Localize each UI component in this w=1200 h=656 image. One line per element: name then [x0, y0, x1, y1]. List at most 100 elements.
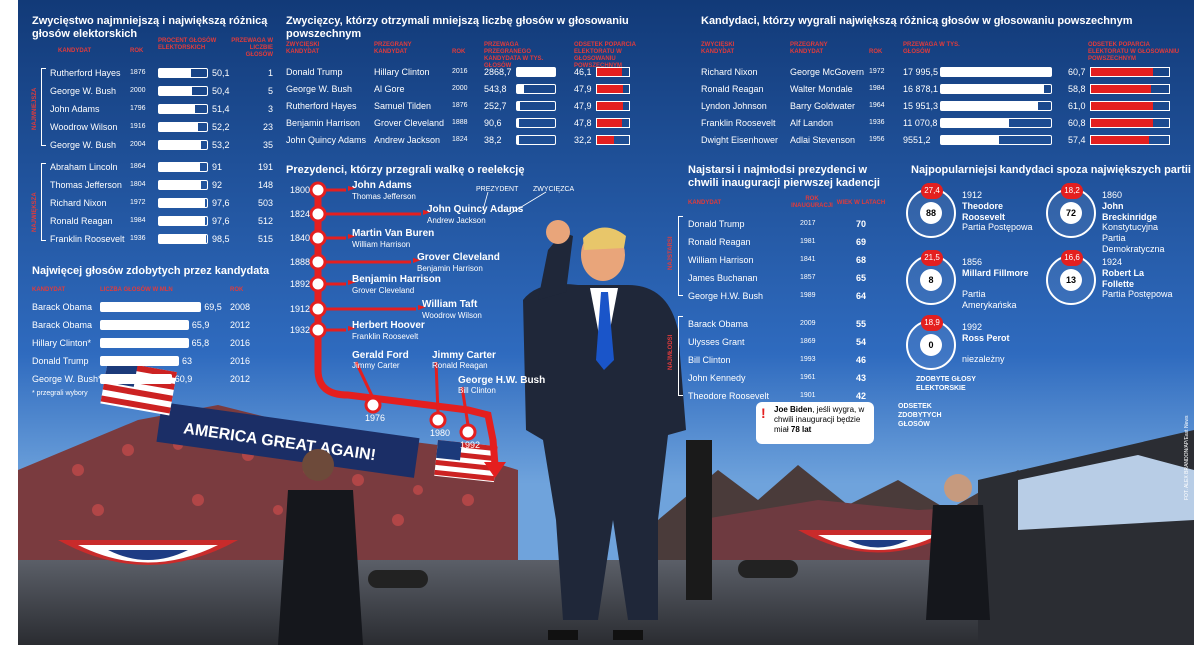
panel2-votes-bar-fill: [517, 85, 525, 93]
panel3-pct-bar-fill: [1091, 119, 1153, 127]
panel4-candidate: Donald Trump: [32, 356, 89, 366]
panel5-oldest-label: NAJSTARSI: [668, 236, 674, 270]
panel2-winner: John Quincy Adams: [286, 135, 367, 145]
panel5-youngest-bracket: [678, 316, 683, 396]
panel4-footnote: * przegrali wybory: [32, 390, 88, 397]
timeline-branch: [434, 361, 440, 414]
timeline-legend-line-1: [482, 191, 489, 211]
panel5-age: 68: [855, 255, 866, 265]
panel1-candidate: Woodrow Wilson: [50, 122, 118, 132]
panel2-votes-bar: [516, 67, 556, 77]
panel2-votes: 252,7: [484, 101, 507, 111]
panel6-ev: 72: [1060, 202, 1082, 224]
panel5-oldest-bracket: [678, 216, 683, 296]
panel5-age: 54: [855, 337, 866, 347]
timeline-legend-president: PREZYDENT: [476, 186, 519, 193]
timeline-node: [309, 300, 327, 318]
timeline-flag: [348, 186, 356, 191]
infographic-canvas: AMERICA GREAT AGAIN!: [18, 0, 1194, 645]
panel6-party: Partia Amerykańska: [962, 289, 1017, 310]
panel3-col-votes: PRZEWAGA W TYS. GŁOSÓW: [903, 42, 960, 55]
panel1-candidate: Thomas Jefferson: [50, 180, 122, 190]
panel3-votes-bar-fill: [941, 119, 1009, 127]
panel3-year: 1964: [869, 102, 885, 109]
panel3-votes-bar-fill: [941, 102, 1039, 110]
timeline-branch: [354, 361, 375, 399]
panel6-party: Partia Postępowa: [1102, 289, 1173, 299]
panel2-pct-bar: [596, 118, 630, 128]
panel3-pct-bar: [1090, 101, 1170, 111]
panel2-year: 1824: [452, 136, 468, 143]
panel1-pct-bar-fill: [159, 87, 193, 95]
panel1-margin: 1: [267, 68, 273, 78]
panel5-age: 70: [855, 219, 866, 229]
panel1-year: 1972: [130, 199, 146, 206]
panel1-margin: 512: [257, 216, 273, 226]
panel6-pct: 21,5: [921, 250, 943, 266]
panel1-margin: 3: [267, 104, 273, 114]
panel3-votes: 11 070,8: [903, 118, 938, 128]
timeline-year: 1800: [290, 185, 311, 195]
panel6-pct: 18,9: [921, 315, 943, 331]
panel2-votes: 543,8: [484, 84, 507, 94]
timeline-year: 1976: [365, 413, 386, 423]
panel5-age: 65: [855, 273, 866, 283]
panel3-votes-bar-fill: [941, 85, 1045, 93]
panel1-pct: 50,4: [212, 86, 230, 96]
panel6-year: 1924: [1102, 257, 1123, 267]
panel1-pct-bar-fill: [159, 217, 206, 225]
panel6-name: Ross Perot: [962, 333, 1010, 343]
biden-note-name: Joe Biden: [774, 405, 813, 414]
panel5-age: 69: [855, 237, 866, 247]
panel1-title: Zwycięstwo najmniejszą i największą różn…: [32, 15, 268, 40]
panel1-candidate: John Adams: [50, 104, 100, 114]
panel5-candidate: Ulysses Grant: [688, 337, 745, 347]
panel4-candidate: Barack Obama: [32, 302, 93, 312]
panel6-ev: 88: [920, 202, 942, 224]
panel1-pct-bar: [158, 122, 208, 132]
panel5-candidate: Bill Clinton: [688, 355, 731, 365]
panel3-pct-bar: [1090, 67, 1170, 77]
timeline-winner: Thomas Jefferson: [352, 192, 416, 201]
panel1-year: 1936: [130, 235, 146, 242]
panel2-col-year: ROK: [452, 49, 466, 55]
panel3-votes-bar: [940, 118, 1052, 128]
timeline-year: 1932: [290, 325, 311, 335]
panel6-name: Millard Fillmore: [962, 268, 1029, 278]
panel5-year: 1901: [800, 392, 816, 399]
panel1-pct-bar: [158, 198, 208, 208]
panel6-legend-ev: ZDOBYTE GŁOSY ELEKTORSKIE: [916, 376, 976, 392]
timeline-winner: William Harrison: [352, 240, 411, 249]
panel3-winner: Ronald Reagan: [701, 84, 764, 94]
panel1-pct: 50,1: [212, 68, 230, 78]
panel3-title: Kandydaci, którzy wygrali największą róż…: [701, 15, 1133, 27]
panel1-pct: 52,2: [212, 122, 230, 132]
panel2-votes: 90,6: [484, 118, 502, 128]
panel2-votes-bar: [516, 84, 556, 94]
timeline-year: 1912: [290, 304, 311, 314]
panel2-pct: 47,9: [574, 84, 592, 94]
timeline-path: [314, 185, 499, 466]
biden-note-age: 78 lat: [790, 425, 812, 434]
panel1-pct: 92: [212, 180, 223, 190]
timeline-president: John Adams: [352, 180, 412, 191]
panel4-votes: 65,8: [191, 338, 210, 348]
timeline-winner: Woodrow Wilson: [422, 311, 482, 320]
panel5-year: 1869: [800, 338, 816, 345]
panel1-pct-bar: [158, 216, 208, 226]
panel1-candidate: Abraham Lincoln: [50, 162, 118, 172]
panel6-party: Konstytucyjna Partia Demokratyczna: [1102, 222, 1165, 254]
panel1-year: 1864: [130, 163, 146, 170]
panel2-votes-bar: [516, 101, 556, 111]
panel3-votes: 17 995,5: [903, 67, 939, 77]
panel6-ev: 13: [1060, 269, 1082, 291]
panel6-year: 1912: [962, 190, 983, 200]
panel6-ev: 0: [920, 334, 942, 356]
panel1-pct-bar: [158, 140, 208, 150]
timeline-president: Gerald Ford: [352, 350, 409, 361]
panel2-pct: 47,8: [574, 118, 592, 128]
panel1-margin: 5: [267, 86, 273, 96]
timeline-node: [429, 411, 447, 429]
panel4-col-votes: LICZBA GŁOSÓW W MLN: [100, 287, 173, 293]
panel2-year: 2000: [452, 85, 468, 92]
